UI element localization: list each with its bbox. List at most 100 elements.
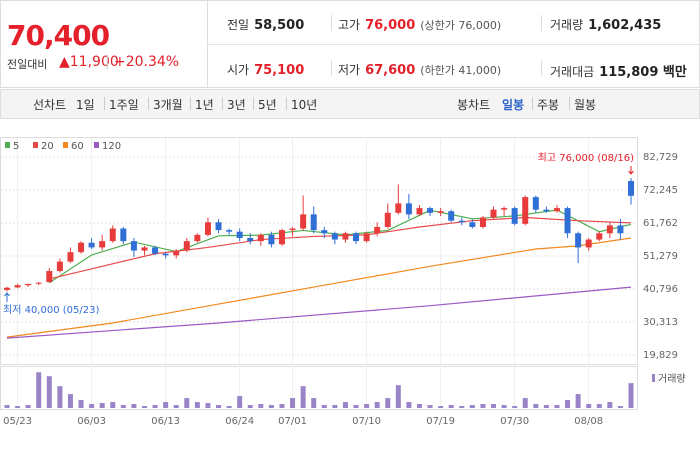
volume-bar	[416, 404, 422, 408]
legend-swatch	[94, 142, 99, 148]
info-value: 67,600	[365, 63, 416, 78]
candle-body	[511, 208, 518, 224]
candle-body	[300, 214, 307, 229]
candle-body	[247, 237, 254, 242]
x-tick-label: 06/13	[151, 416, 180, 427]
candle-body	[575, 233, 582, 248]
period-button[interactable]: 1년	[195, 98, 214, 112]
x-tick-label: 07/19	[426, 416, 455, 427]
volume-bar	[607, 402, 613, 408]
candle-body	[310, 214, 317, 231]
info-item: 거래량 1,602,435	[550, 16, 661, 33]
info-note: (하한가 41,000)	[420, 64, 502, 77]
candle-period-button[interactable]: 월봉	[574, 98, 597, 112]
volume-bar	[141, 406, 147, 408]
candle-body	[278, 230, 285, 245]
legend-label: 60	[71, 141, 84, 152]
volume-bar	[406, 402, 412, 408]
info-value: 75,100	[254, 63, 305, 78]
candle-body	[427, 208, 434, 213]
volume-legend-swatch	[652, 374, 655, 382]
volume-bar	[247, 405, 253, 408]
change: ▲11,900	[59, 54, 119, 70]
divider	[331, 60, 332, 76]
candle-body	[257, 234, 264, 242]
candle-body	[479, 217, 486, 227]
candle-chart-label: 봉차트	[457, 98, 491, 112]
candle-body	[46, 271, 53, 283]
volume-bar	[163, 402, 169, 408]
legend-swatch	[33, 142, 38, 148]
candle-body	[606, 225, 613, 234]
period-button[interactable]: 1일	[76, 98, 95, 112]
info-item: 시가 75,100	[227, 61, 304, 78]
legend-label: 20	[41, 141, 54, 152]
price: 70,400	[7, 19, 110, 52]
candle-body	[120, 228, 127, 242]
candle-body	[236, 231, 243, 238]
volume-bar	[374, 402, 380, 408]
candle-body	[416, 208, 423, 215]
legend-swatch	[63, 142, 68, 148]
toolbar: 선차트 봉차트 1일 1주일 3개월 1년 3년 5년 10년 일봉 주봉 월봉	[0, 89, 700, 119]
change-pct: +20.34%	[114, 54, 180, 70]
y-tick-label: 30,313	[643, 317, 678, 328]
volume-bar	[290, 398, 296, 408]
candle-body	[617, 225, 624, 234]
volume-bar	[533, 404, 539, 408]
candle-body	[4, 287, 10, 290]
volume-bar	[57, 386, 63, 408]
line-chart-label: 선차트	[33, 98, 67, 112]
volume-bar	[78, 400, 84, 408]
candle-body	[226, 230, 233, 232]
volume-bar	[543, 405, 549, 408]
candle-body	[321, 230, 328, 234]
candle-body	[405, 203, 412, 215]
volume-bar	[4, 405, 10, 408]
y-tick-label: 19,829	[643, 350, 678, 361]
info-label: 저가	[338, 63, 361, 77]
volume-bar	[522, 398, 528, 408]
low-arrow	[4, 292, 10, 302]
period-button[interactable]: 10년	[291, 98, 318, 112]
candle-body	[25, 283, 32, 286]
volume-bar	[67, 394, 73, 408]
candle-body	[395, 203, 402, 213]
volume-bar	[268, 405, 274, 408]
period-button[interactable]: 3년	[227, 98, 246, 112]
high-arrow	[628, 166, 634, 175]
change-label: 전일대비	[7, 58, 48, 71]
divider	[222, 97, 223, 110]
legend-label: 5	[13, 141, 19, 152]
candle-body	[458, 220, 465, 223]
candle-body	[173, 250, 180, 256]
info-label: 시가	[227, 63, 250, 77]
candle-body	[596, 233, 603, 240]
candle-body	[469, 222, 476, 227]
period-button[interactable]: 1주일	[109, 98, 139, 112]
volume-bar	[628, 383, 634, 408]
divider: |	[105, 54, 110, 70]
divider	[104, 97, 105, 110]
x-tick-label: 06/24	[225, 416, 254, 427]
info-value: 1,602,435	[588, 18, 662, 33]
candle-body	[268, 234, 275, 245]
candle-body	[363, 233, 370, 242]
candle-body	[289, 228, 296, 231]
period-button[interactable]: 3개월	[153, 98, 183, 112]
candle-body	[384, 212, 391, 227]
volume-bar	[512, 406, 518, 408]
candle-body	[88, 242, 95, 248]
info-label: 거래대금	[550, 65, 595, 79]
candle-body	[99, 241, 106, 248]
candle-period-button[interactable]: 주봉	[537, 98, 560, 112]
plot-frame	[0, 137, 638, 365]
volume-bar	[194, 402, 200, 408]
candle-body	[448, 211, 455, 221]
period-button[interactable]: 5년	[258, 98, 277, 112]
candle-period-button[interactable]: 일봉	[502, 98, 525, 112]
candle-body	[532, 197, 539, 210]
x-tick-label: 08/08	[574, 416, 603, 427]
